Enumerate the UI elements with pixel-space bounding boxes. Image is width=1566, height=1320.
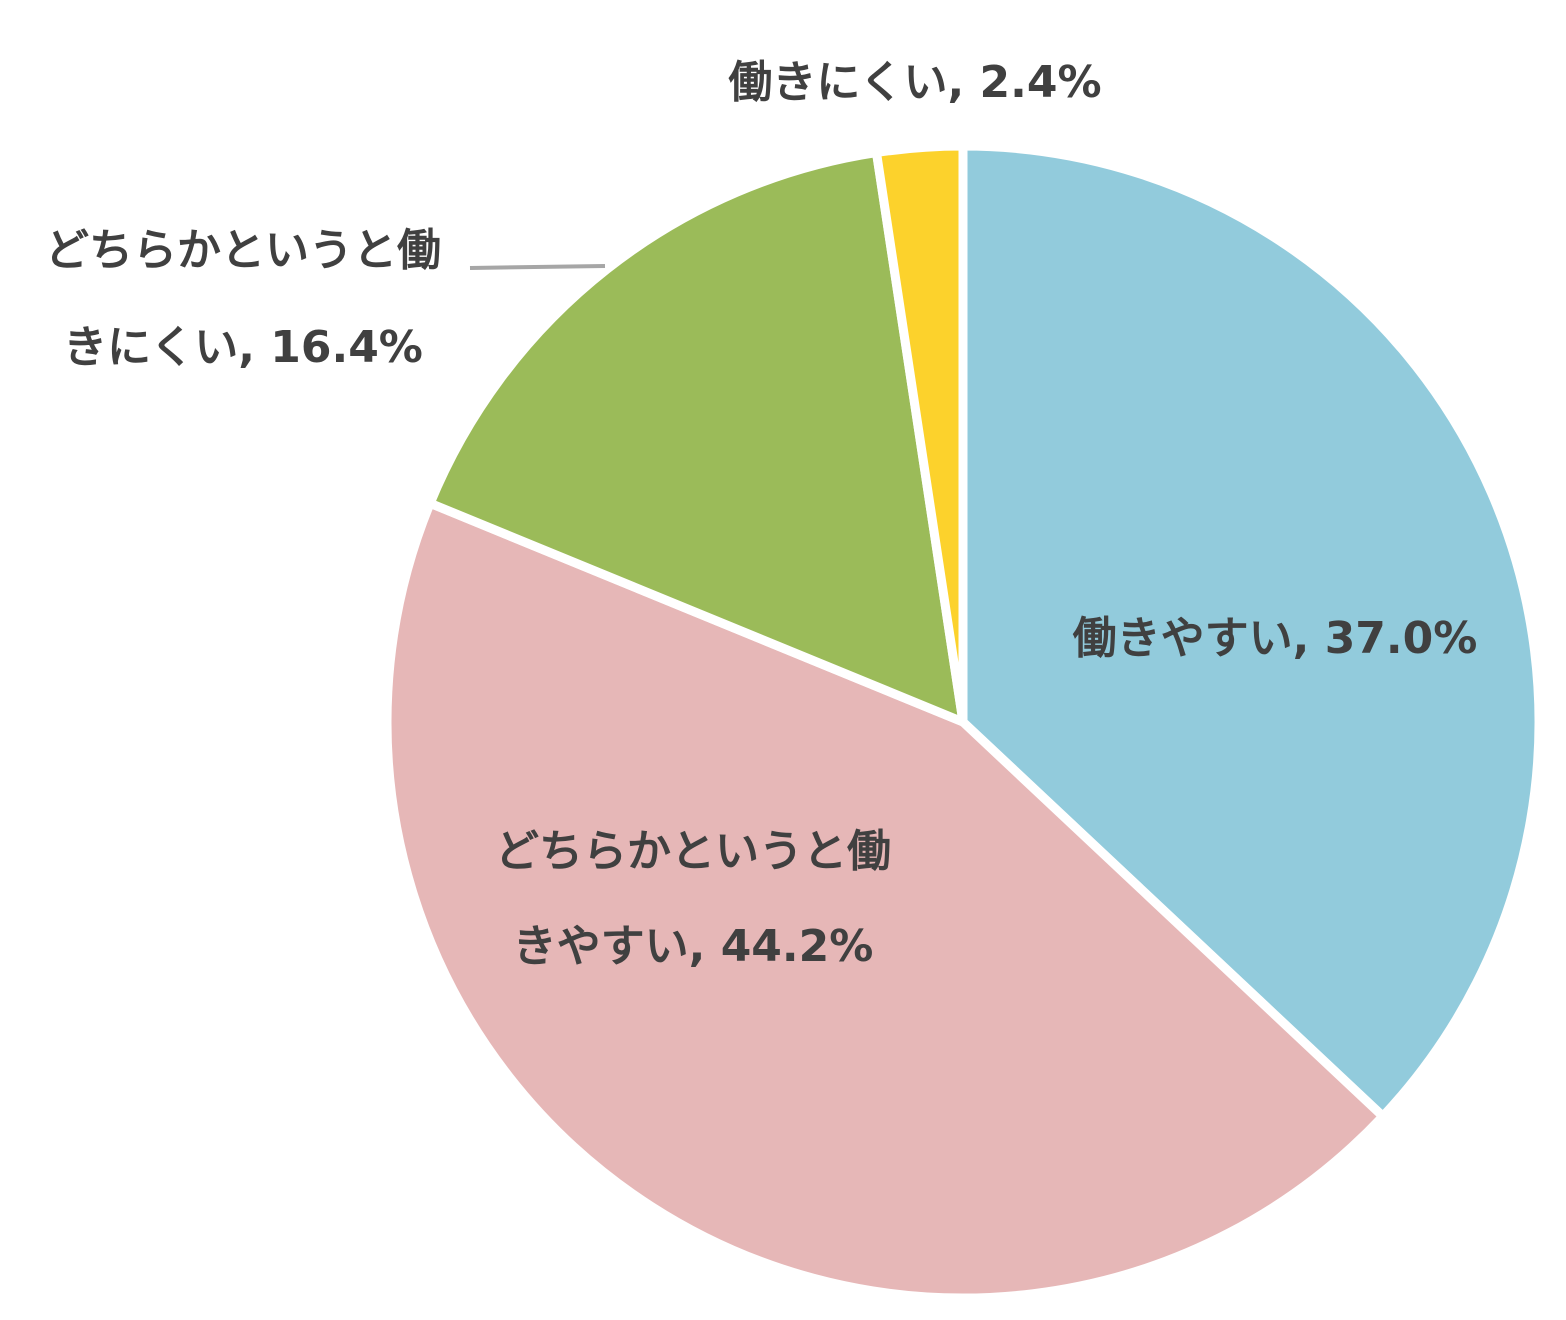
label-somewhat-hard-line2: きにくい, 16.4%	[63, 322, 423, 373]
label-hard: 働きにくい, 2.4%	[728, 57, 1101, 108]
slice-somewhat-easy	[382, 497, 1390, 1303]
slice-somewhat-hard	[424, 147, 969, 730]
pie-slices	[382, 141, 1544, 1303]
leader-line-somewhat-hard	[469, 264, 606, 270]
slice-hard	[871, 141, 968, 723]
label-somewhat-easy-line1: どちらかというと働	[495, 826, 891, 877]
label-easy: 働きやすい, 37.0%	[1073, 613, 1478, 664]
label-somewhat-hard-line1: どちらかというと働	[45, 225, 441, 276]
slice-easy	[958, 141, 1544, 1123]
label-somewhat-easy-line2: きやすい, 44.2%	[513, 921, 874, 972]
slice-labels: 働きやすい, 37.0% どちらかというと働 きやすい, 44.2% どちらかと…	[45, 57, 1477, 972]
